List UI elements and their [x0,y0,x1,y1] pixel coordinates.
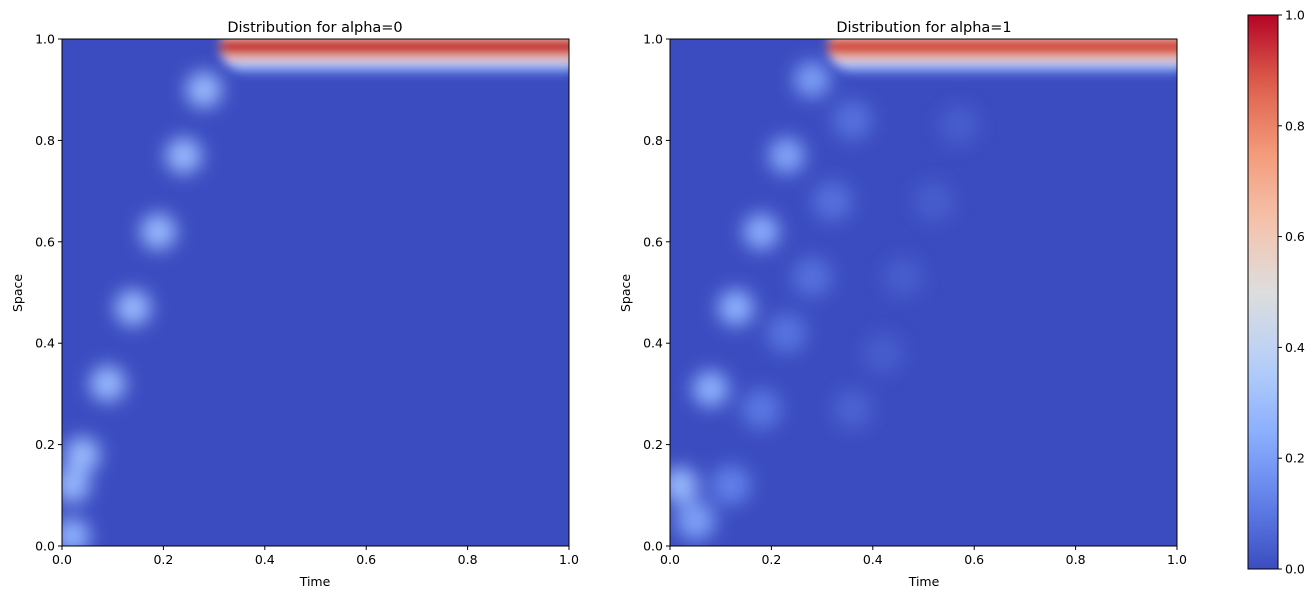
x-tick-label: 0.6 [964,552,984,567]
x-tick-label: 1.0 [1167,552,1187,567]
heatmap-band [827,42,1177,51]
x-tick-label: 0.2 [153,552,173,567]
heatmap-blob [670,467,699,504]
panel-alpha-1: Distribution for alpha=1 0.0 0.2 0.4 0.6 0.8… [618,20,1187,589]
heatmap-blob [741,389,782,430]
heatmap-blob [743,213,780,250]
x-axis: 0.0 0.2 0.4 0.6 0.8 1.0 [52,546,579,567]
chart-title: Distribution for alpha=1 [836,20,1011,36]
colorbar-tick-label: 0.4 [1285,340,1305,355]
colorbar-tick-label: 0.8 [1285,118,1305,133]
heatmap-blob [862,333,903,374]
heatmap-blob [89,365,126,402]
y-tick-label: 0.2 [35,437,55,452]
heatmap-blob [62,467,91,504]
heatmap-blob [938,105,979,146]
heatmap-background [670,39,1177,546]
y-axis: 0.0 0.2 0.4 0.6 0.8 1.0 [643,32,670,554]
x-axis-label: Time [299,574,331,589]
x-tick-label: 0.4 [255,552,275,567]
y-tick-label: 0.4 [35,336,55,351]
x-tick-label: 1.0 [559,552,579,567]
heatmap-image [670,39,1177,546]
y-tick-label: 0.2 [643,437,663,452]
y-tick-label: 0.4 [643,336,663,351]
y-tick-label: 0.0 [643,539,663,554]
heatmap-blob [692,370,729,407]
heatmap-blob [812,181,853,222]
x-tick-label: 0.2 [761,552,781,567]
heatmap-blob [64,436,101,473]
y-tick-label: 1.0 [35,32,55,47]
colorbar-tick-label: 0.0 [1285,562,1305,577]
heatmap-image [62,39,569,546]
x-tick-label: 0.4 [863,552,883,567]
heatmap-blob [62,517,91,546]
y-tick-label: 0.8 [35,133,55,148]
x-axis-label: Time [908,574,940,589]
x-tick-label: 0.0 [52,552,72,567]
heatmap-blob [913,181,954,222]
heatmap-blob [793,61,830,98]
y-tick-label: 1.0 [643,32,663,47]
y-tick-label: 0.6 [35,234,55,249]
heatmap-blob [165,137,202,174]
colorbar-tick-label: 0.2 [1285,451,1305,466]
y-axis-label: Space [618,274,633,312]
x-tick-label: 0.8 [1066,552,1086,567]
heatmap-blob [791,257,832,298]
heatmap-blob [832,389,873,430]
panel-alpha-0: Distribution for alpha=0 0.0 0.2 0.4 0.6 0.8… [10,20,579,589]
heatmap-blob [140,213,177,250]
heatmap-band [219,42,569,51]
y-tick-label: 0.0 [35,539,55,554]
x-axis: 0.0 0.2 0.4 0.6 0.8 1.0 [660,546,1187,567]
plot-frame [669,38,1178,547]
heatmap-blob [832,100,873,141]
heatmap-blob [185,71,222,108]
x-tick-label: 0.6 [356,552,376,567]
heatmap-blob [114,289,151,326]
colorbar-gradient [1247,14,1279,570]
y-axis-label: Space [10,274,25,312]
heatmap-blob [717,289,754,326]
colorbar-axis: 0.0 0.2 0.4 0.6 0.8 1.0 [1278,8,1305,577]
y-tick-label: 0.6 [643,234,663,249]
heatmap-blob [883,257,924,298]
colorbar: 0.0 0.2 0.4 0.6 0.8 1.0 [1247,8,1305,577]
x-tick-label: 0.0 [660,552,680,567]
heatmap-blob [675,500,716,541]
x-tick-label: 0.8 [458,552,478,567]
y-tick-label: 0.8 [643,133,663,148]
heatmap-blob [710,465,751,506]
colorbar-tick-label: 1.0 [1285,8,1305,23]
heatmap-blob [768,137,805,174]
heatmap-blob [766,313,807,354]
y-axis: 0.0 0.2 0.4 0.6 0.8 1.0 [35,32,62,554]
heatmap-background [62,39,569,546]
colorbar-tick-label: 0.6 [1285,229,1305,244]
plot-frame [61,38,570,547]
chart-title: Distribution for alpha=0 [227,20,402,36]
